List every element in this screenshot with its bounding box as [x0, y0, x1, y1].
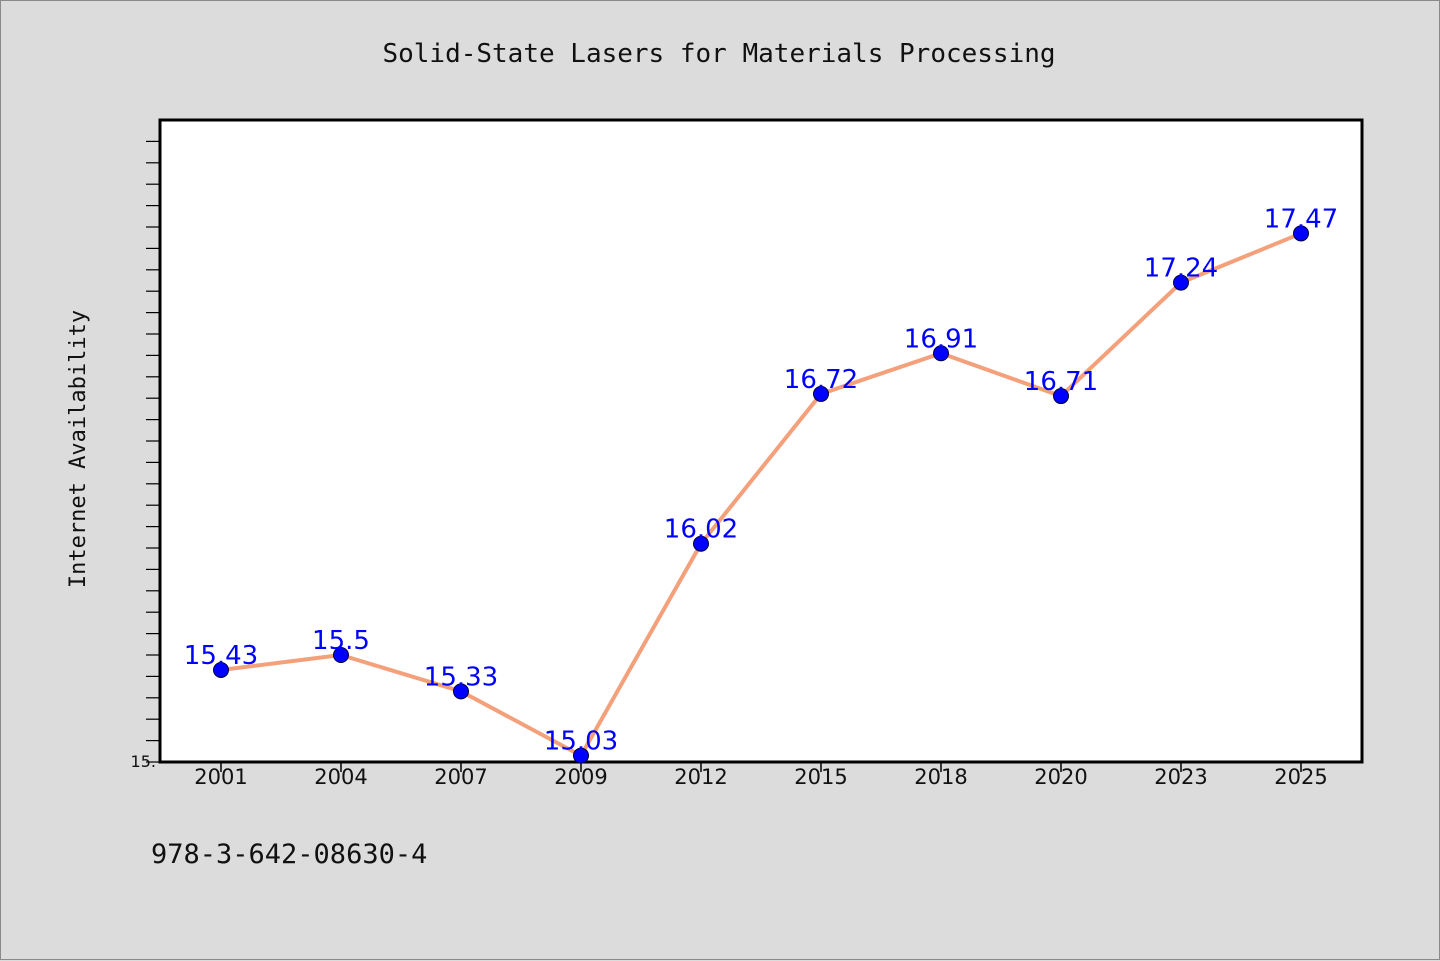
x-axis-ticks: 2001 2004 2007 2009 2012 2015 2018 2020 2023 2025	[194, 763, 1328, 789]
plot-area	[158, 118, 1364, 764]
data-point-label: 15.33	[424, 662, 498, 692]
x-tick-label: 2004	[314, 765, 367, 789]
data-point-label: 16.72	[784, 365, 858, 395]
series-data-labels: 15.43 15.5 15.33 15.03 16.02 16.72 16.91 16.71 1…	[184, 204, 1338, 756]
data-point-marker	[1053, 388, 1069, 405]
data-point-marker	[1293, 225, 1309, 242]
data-point-label: 16.71	[1024, 367, 1098, 397]
y-tick-label: 15.	[131, 752, 156, 771]
x-tick-label: 2023	[1154, 765, 1207, 789]
x-tick-label: 2001	[194, 765, 247, 789]
x-tick-label: 2007	[434, 765, 487, 789]
series-line	[219, 231, 1303, 758]
chart-title: Solid-State Lasers for Materials Process…	[382, 39, 1055, 69]
x-tick-label: 2012	[674, 765, 727, 789]
isbn-footnote: 978-3-642-08630-4	[151, 839, 427, 870]
x-tick-label: 2018	[914, 765, 967, 789]
y-axis-label: Internet Availability	[66, 310, 91, 588]
x-tick-label: 2015	[794, 765, 847, 789]
series-lines	[219, 231, 1303, 758]
data-point-marker	[213, 661, 229, 678]
series-markers	[213, 225, 1309, 764]
data-point-label: 15.03	[544, 727, 618, 757]
data-point-label: 16.91	[904, 324, 978, 354]
data-point-label: 16.02	[664, 515, 738, 545]
data-point-label: 17.24	[1144, 254, 1218, 284]
x-tick-label: 2020	[1034, 765, 1087, 789]
x-tick-label: 2009	[554, 765, 607, 789]
y-axis-ticks: 15.	[131, 140, 159, 771]
data-point-marker	[813, 385, 829, 402]
data-point-marker	[453, 683, 469, 700]
x-tick-label: 2025	[1274, 765, 1327, 789]
data-point-marker	[1173, 274, 1189, 291]
data-point-label: 15.5	[312, 626, 370, 656]
data-point-label: 15.43	[184, 641, 258, 671]
data-point-marker	[933, 345, 949, 362]
data-point-marker	[573, 747, 589, 764]
data-point-label: 17.47	[1264, 204, 1338, 234]
data-point-marker	[333, 647, 349, 663]
data-point-marker	[693, 535, 709, 552]
